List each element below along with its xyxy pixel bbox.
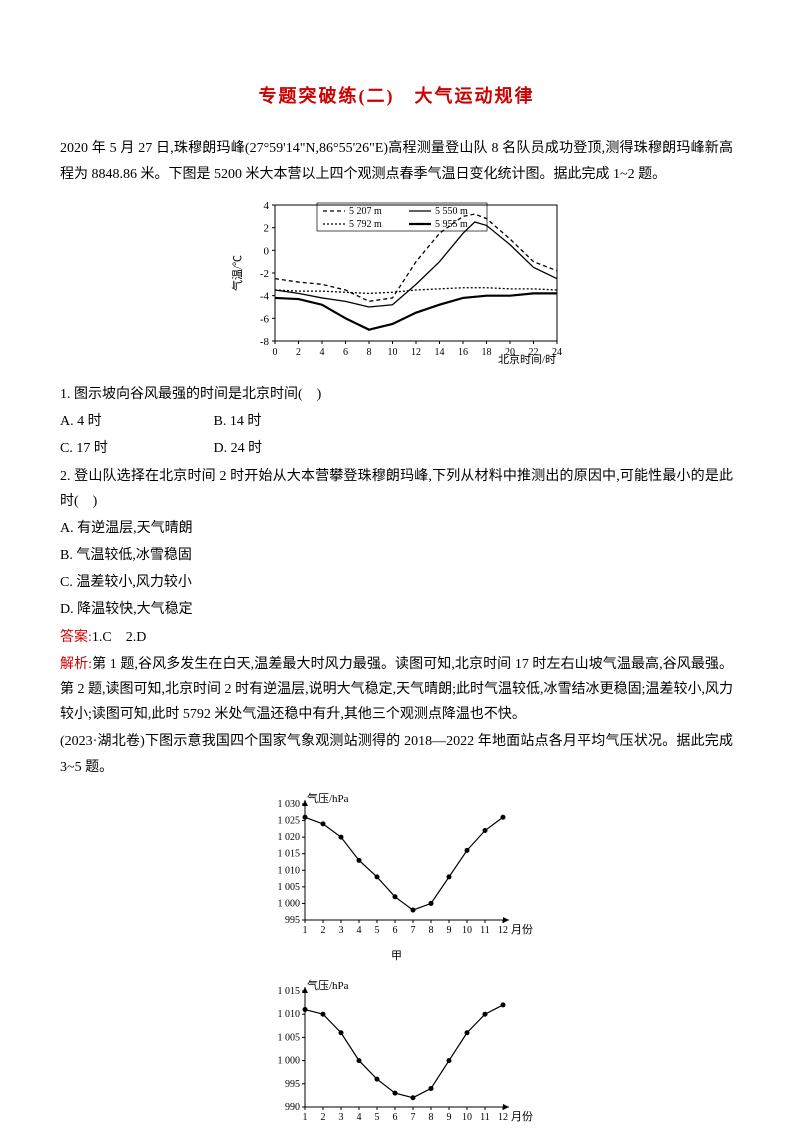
svg-text:1: 1 xyxy=(302,1112,307,1123)
svg-text:8: 8 xyxy=(366,347,371,358)
svg-text:5 792 m: 5 792 m xyxy=(349,219,382,230)
svg-text:1 000: 1 000 xyxy=(277,898,300,909)
svg-text:990: 990 xyxy=(285,1102,300,1113)
svg-text:-2: -2 xyxy=(259,268,268,280)
q1-option-c: C. 17 时 xyxy=(60,436,210,461)
chart-1-temperature: -8-6-4-2024024681012141618202224气温/℃北京时间… xyxy=(60,195,733,374)
svg-text:16: 16 xyxy=(458,347,468,358)
svg-text:1 000: 1 000 xyxy=(277,1055,300,1066)
svg-text:10: 10 xyxy=(462,925,472,936)
svg-text:3: 3 xyxy=(338,925,343,936)
svg-text:4: 4 xyxy=(356,925,361,936)
svg-text:11: 11 xyxy=(480,925,490,936)
q2-option-a: A. 有逆温层,天气晴朗 xyxy=(60,516,733,541)
svg-text:11: 11 xyxy=(480,1112,490,1123)
svg-text:1 020: 1 020 xyxy=(277,832,300,843)
intro-paragraph-2: (2023·湖北卷)下图示意我国四个国家气象观测站测得的 2018—2022 年… xyxy=(60,729,733,779)
svg-text:995: 995 xyxy=(285,1079,300,1090)
q2-stem: 2. 登山队选择在北京时间 2 时开始从大本营攀登珠穆朗玛峰,下列从材料中推测出… xyxy=(60,464,733,514)
svg-text:2: 2 xyxy=(296,347,301,358)
svg-text:月份: 月份 xyxy=(511,923,533,936)
page-title: 专题突破练(二) 大气运动规律 xyxy=(60,80,733,112)
svg-text:1 005: 1 005 xyxy=(277,882,300,893)
svg-text:气压/hPa: 气压/hPa xyxy=(307,791,349,805)
svg-text:12: 12 xyxy=(498,1112,508,1123)
svg-text:14: 14 xyxy=(434,347,444,358)
svg-text:月份: 月份 xyxy=(511,1110,533,1123)
svg-text:6: 6 xyxy=(392,925,397,936)
svg-text:5 550 m: 5 550 m xyxy=(435,206,468,217)
analysis-text: 第 1 题,谷风多发生在白天,温差最大时风力最强。读图可知,北京时间 17 时左… xyxy=(60,657,733,722)
svg-text:2: 2 xyxy=(263,222,269,234)
svg-text:-6: -6 xyxy=(259,313,269,325)
svg-text:0: 0 xyxy=(272,347,277,358)
q2-option-b: B. 气温较低,冰雪稳固 xyxy=(60,543,733,568)
svg-text:1 025: 1 025 xyxy=(277,815,300,826)
svg-text:-8: -8 xyxy=(259,336,269,348)
svg-text:9: 9 xyxy=(446,925,451,936)
svg-text:5 955 m: 5 955 m xyxy=(435,219,468,230)
chart-2a-pressure: 9951 0001 0051 0101 0151 0201 0251 03012… xyxy=(60,788,733,967)
intro-paragraph-1: 2020 年 5 月 27 日,珠穆朗玛峰(27°59'14"N,86°55'2… xyxy=(60,136,733,186)
svg-text:3: 3 xyxy=(338,1112,343,1123)
svg-text:0: 0 xyxy=(263,245,269,257)
svg-text:1 010: 1 010 xyxy=(277,865,300,876)
svg-text:9: 9 xyxy=(446,1112,451,1123)
svg-text:-4: -4 xyxy=(259,290,269,302)
svg-text:4: 4 xyxy=(356,1112,361,1123)
svg-text:7: 7 xyxy=(410,1112,415,1123)
answer-text: 1.C 2.D xyxy=(92,630,146,645)
svg-text:6: 6 xyxy=(392,1112,397,1123)
svg-text:4: 4 xyxy=(263,200,269,212)
svg-text:2: 2 xyxy=(320,925,325,936)
svg-text:1 030: 1 030 xyxy=(277,799,300,810)
chart-2a-caption: 甲 xyxy=(60,947,733,967)
svg-text:8: 8 xyxy=(428,1112,433,1123)
svg-text:北京时间/时: 北京时间/时 xyxy=(497,352,555,365)
svg-text:1 005: 1 005 xyxy=(277,1032,300,1043)
svg-text:18: 18 xyxy=(481,347,491,358)
q2-option-c: C. 温差较小,风力较小 xyxy=(60,570,733,595)
svg-text:10: 10 xyxy=(462,1112,472,1123)
q1-stem: 1. 图示坡向谷风最强的时间是北京时间( ) xyxy=(60,382,733,407)
svg-text:995: 995 xyxy=(285,915,300,926)
q2-option-d: D. 降温较快,大气稳定 xyxy=(60,597,733,622)
svg-text:10: 10 xyxy=(387,347,397,358)
svg-text:6: 6 xyxy=(343,347,348,358)
svg-text:1 015: 1 015 xyxy=(277,986,300,997)
svg-text:1: 1 xyxy=(302,925,307,936)
answer-label: 答案: xyxy=(60,630,92,645)
svg-text:气压/hPa: 气压/hPa xyxy=(307,978,349,992)
svg-text:12: 12 xyxy=(411,347,421,358)
analysis-label: 解析: xyxy=(60,657,92,672)
svg-text:1 015: 1 015 xyxy=(277,848,300,859)
svg-text:5 207 m: 5 207 m xyxy=(349,206,382,217)
svg-text:2: 2 xyxy=(320,1112,325,1123)
svg-text:4: 4 xyxy=(319,347,324,358)
q1-option-d: D. 24 时 xyxy=(214,436,364,461)
svg-text:7: 7 xyxy=(410,925,415,936)
svg-text:1 010: 1 010 xyxy=(277,1009,300,1020)
svg-text:气温/℃: 气温/℃ xyxy=(230,255,244,291)
svg-text:8: 8 xyxy=(428,925,433,936)
q1-option-a: A. 4 时 xyxy=(60,409,210,434)
svg-text:12: 12 xyxy=(498,925,508,936)
chart-2b-pressure: 9909951 0001 0051 0101 01512345678910111… xyxy=(60,975,733,1134)
svg-text:5: 5 xyxy=(374,1112,379,1123)
svg-text:5: 5 xyxy=(374,925,379,936)
q1-option-b: B. 14 时 xyxy=(214,409,364,434)
